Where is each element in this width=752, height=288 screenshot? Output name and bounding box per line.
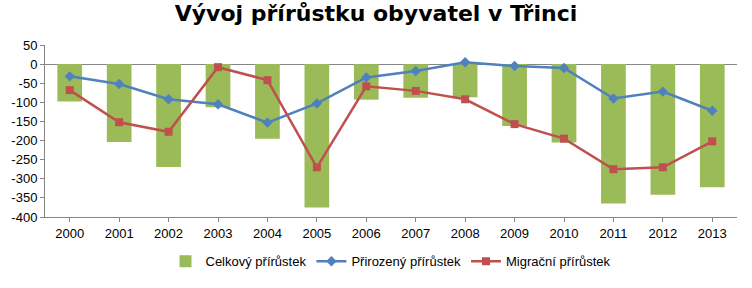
- svg-text:Migrační přírůstek: Migrační přírůstek: [506, 254, 611, 269]
- svg-text:2008: 2008: [451, 226, 480, 241]
- svg-text:-200: -200: [11, 133, 37, 148]
- svg-text:Celkový přírůstek: Celkový přírůstek: [206, 254, 307, 269]
- svg-text:2004: 2004: [253, 226, 282, 241]
- svg-text:2012: 2012: [648, 226, 677, 241]
- svg-text:2005: 2005: [302, 226, 331, 241]
- svg-text:50: 50: [23, 38, 37, 53]
- svg-text:2006: 2006: [352, 226, 381, 241]
- svg-text:2003: 2003: [204, 226, 233, 241]
- svg-text:0: 0: [30, 57, 37, 72]
- svg-text:2007: 2007: [401, 226, 430, 241]
- svg-text:-400: -400: [11, 210, 37, 225]
- svg-text:2002: 2002: [154, 226, 183, 241]
- svg-text:-350: -350: [11, 190, 37, 205]
- svg-text:-250: -250: [11, 152, 37, 167]
- svg-text:2013: 2013: [698, 226, 727, 241]
- svg-text:Vývoj přírůstku obyvatel v Tři: Vývoj přírůstku obyvatel v Třinci: [175, 1, 578, 26]
- svg-text:2011: 2011: [599, 226, 627, 241]
- svg-text:2010: 2010: [550, 226, 579, 241]
- svg-text:2001: 2001: [105, 226, 134, 241]
- svg-text:-100: -100: [11, 95, 37, 110]
- svg-text:-50: -50: [19, 76, 38, 91]
- svg-text:-150: -150: [11, 114, 37, 129]
- svg-text:2000: 2000: [55, 226, 84, 241]
- svg-text:-300: -300: [11, 171, 37, 186]
- svg-text:Přirozený přírůstek: Přirozený přírůstek: [351, 254, 461, 269]
- svg-text:2009: 2009: [500, 226, 529, 241]
